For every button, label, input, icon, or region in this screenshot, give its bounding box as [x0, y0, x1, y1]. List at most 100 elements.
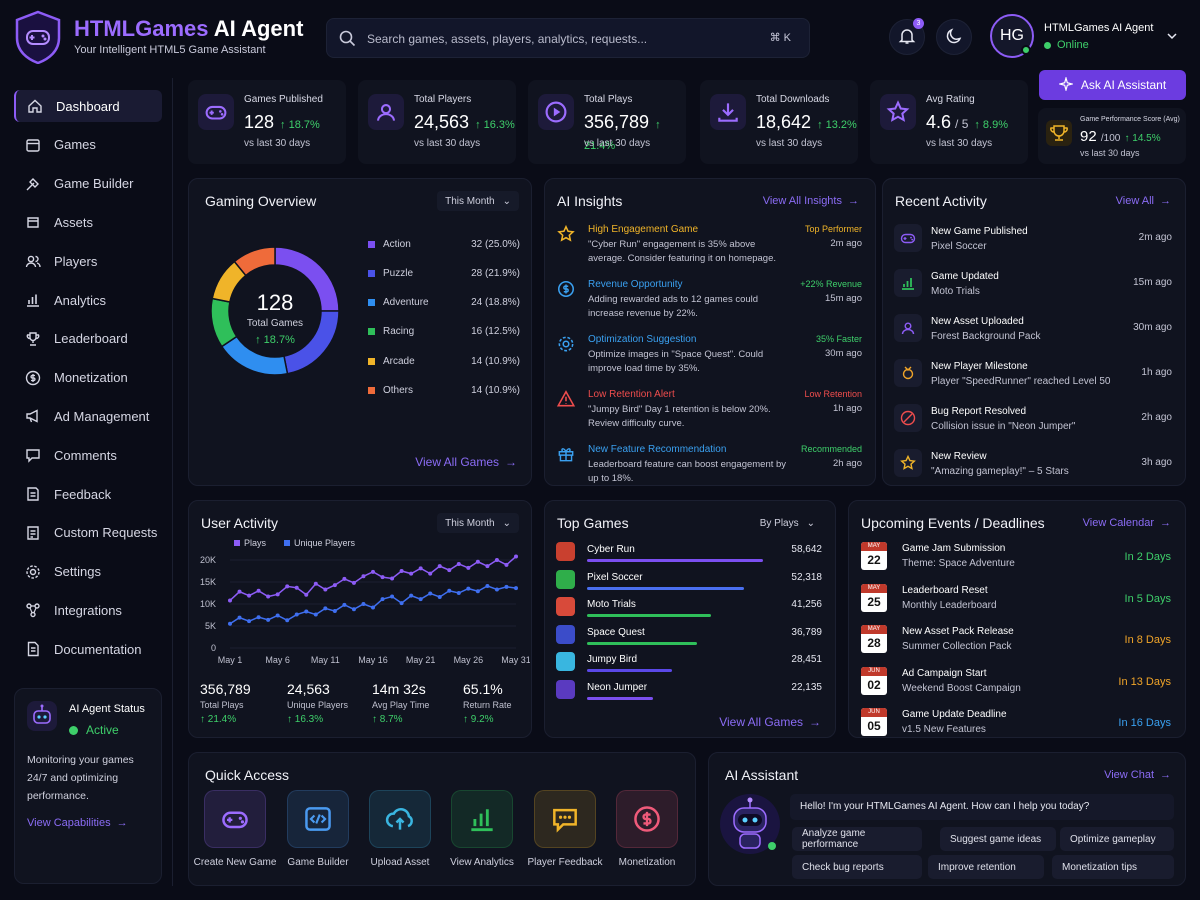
- sidebar-item-ad-management[interactable]: Ad Management: [14, 400, 162, 432]
- sidebar-item-integrations[interactable]: Integrations: [14, 594, 162, 626]
- suggestion-chip[interactable]: Improve retention: [928, 855, 1044, 879]
- activity-time: 3h ago: [1141, 457, 1172, 468]
- insight-item[interactable]: Revenue Opportunity Adding rewarded ads t…: [556, 279, 862, 331]
- suggestion-chip[interactable]: Check bug reports: [792, 855, 922, 879]
- suggestion-chip[interactable]: Optimize gameplay: [1060, 827, 1174, 851]
- view-capabilities-link[interactable]: View Capabilities →: [27, 817, 128, 829]
- quick-access-monetization[interactable]: Monetization: [605, 790, 689, 868]
- data-point: [285, 618, 290, 623]
- insight-time: 1h ago: [832, 403, 862, 414]
- chevron-down-icon[interactable]: [1166, 30, 1178, 45]
- insight-item[interactable]: Optimization Suggestion Optimize images i…: [556, 334, 862, 386]
- series-line-plays: [229, 555, 517, 602]
- gamepad-icon: [198, 94, 234, 130]
- top-game-row[interactable]: Neon Jumper 22,135: [556, 680, 822, 704]
- activity-item[interactable]: Game Updated Moto Trials 15m ago: [894, 269, 1172, 309]
- y-tick-label: 10K: [200, 599, 216, 609]
- view-chat-link[interactable]: View Chat →: [1104, 769, 1171, 781]
- suggestion-chip[interactable]: Suggest game ideas: [940, 827, 1056, 851]
- event-item[interactable]: MAY 28 New Asset Pack Release Summer Collec…: [861, 625, 1171, 657]
- arrow-right-icon: →: [505, 455, 517, 469]
- stat-card[interactable]: Avg Rating 4.6/ 5 ↑ 8.9% vs last 30 days: [870, 80, 1028, 164]
- performance-score-card[interactable]: Game Performance Score (Avg) 92 /100 ↑ 1…: [1038, 108, 1186, 164]
- view-all-insights-link[interactable]: View All Insights →: [762, 195, 859, 207]
- chat-icon: [534, 790, 596, 848]
- quick-access-view-analytics[interactable]: View Analytics: [440, 790, 524, 868]
- sidebar-item-monetization[interactable]: Monetization: [14, 362, 162, 394]
- data-point: [380, 575, 385, 580]
- sidebar-item-games[interactable]: Games: [14, 129, 162, 161]
- sidebar-item-dashboard[interactable]: Dashboard: [14, 90, 162, 122]
- view-all-games-link[interactable]: View All Games →: [415, 455, 517, 469]
- activity-item[interactable]: Bug Report Resolved Collision issue in "N…: [894, 404, 1172, 444]
- quick-access-game-builder[interactable]: Game Builder: [276, 790, 360, 868]
- theme-toggle-button[interactable]: [936, 19, 972, 55]
- sidebar-item-leaderboard[interactable]: Leaderboard: [14, 323, 162, 355]
- event-item[interactable]: JUN 05 Game Update Deadline v1.5 New Featur…: [861, 708, 1171, 740]
- assistant-robot-icon: [718, 790, 782, 856]
- sidebar-item-game-builder[interactable]: Game Builder: [14, 168, 162, 200]
- event-day: 22: [867, 553, 881, 567]
- dollar-icon: [24, 369, 42, 387]
- insight-description: Leaderboard feature can boost engagement…: [588, 459, 787, 484]
- view-calendar-link[interactable]: View Calendar →: [1082, 517, 1171, 529]
- view-all-activity-link[interactable]: View All →: [1115, 195, 1171, 207]
- sidebar-item-documentation[interactable]: Documentation: [14, 633, 162, 665]
- legend-value: 24 (18.8%): [471, 297, 520, 309]
- event-item[interactable]: JUN 02 Ad Campaign Start Weekend Boost Camp…: [861, 666, 1171, 699]
- search-bar[interactable]: Search games, assets, players, analytics…: [326, 18, 810, 58]
- top-game-row[interactable]: Pixel Soccer 52,318: [556, 569, 822, 594]
- donut-slice-others[interactable]: [233, 246, 276, 277]
- data-point: [494, 587, 499, 592]
- activity-item[interactable]: New Asset Uploaded Forest Background Pack…: [894, 314, 1172, 354]
- quick-access-upload-asset[interactable]: Upload Asset: [358, 790, 442, 868]
- top-games-view-all-link[interactable]: View All Games →: [719, 715, 821, 729]
- insight-item[interactable]: High Engagement Game "Cyber Run" engageme…: [556, 224, 862, 276]
- activity-description: Forest Background Pack: [931, 331, 1041, 342]
- event-item[interactable]: MAY 25 Leaderboard Reset Monthly Leaderboar…: [861, 583, 1171, 616]
- quick-access-player-feedback[interactable]: Player Feedback: [523, 790, 607, 868]
- activity-item[interactable]: New Game Published Pixel Soccer 2m ago: [894, 224, 1172, 264]
- data-point: [485, 583, 490, 588]
- suggestion-chip[interactable]: Monetization tips: [1052, 855, 1174, 879]
- avatar[interactable]: HG: [990, 14, 1034, 58]
- overview-period-dropdown[interactable]: This Month ⌄: [437, 191, 519, 211]
- insight-tag: +22% Revenue: [800, 279, 862, 289]
- sidebar-item-analytics[interactable]: Analytics: [14, 284, 162, 316]
- insight-item[interactable]: Low Retention Alert "Jumpy Bird" Day 1 re…: [556, 389, 862, 441]
- chart-icon: [894, 269, 922, 297]
- top-game-row[interactable]: Space Quest 36,789: [556, 624, 822, 649]
- data-point: [237, 589, 242, 594]
- sidebar-item-label: Dashboard: [56, 98, 120, 114]
- top-game-row[interactable]: Jumpy Bird 28,451: [556, 652, 822, 676]
- event-item[interactable]: MAY 22 Game Jam Submission Theme: Space Adv…: [861, 542, 1171, 574]
- warning-icon: [556, 389, 576, 409]
- search-input[interactable]: Search games, assets, players, analytics…: [367, 32, 648, 46]
- stat-card[interactable]: Games Published 128 ↑ 18.7% vs last 30 days: [188, 80, 346, 164]
- user-activity-period-dropdown[interactable]: This Month ⌄: [437, 513, 519, 533]
- stat-card[interactable]: Total Players 24,563 ↑ 16.3% vs last 30 day…: [358, 80, 516, 164]
- analytics-icon: [24, 291, 42, 309]
- event-month: JUN: [861, 666, 887, 676]
- sidebar-item-assets[interactable]: Assets: [14, 206, 162, 238]
- quick-access-create-new-game[interactable]: Create New Game: [193, 790, 277, 868]
- stat-card[interactable]: Total Downloads 18,642 ↑ 13.2% vs last 30 d…: [700, 80, 858, 164]
- sidebar-item-feedback[interactable]: Feedback: [14, 478, 162, 510]
- suggestion-chip[interactable]: Analyze game performance: [792, 827, 922, 851]
- stat-card[interactable]: Total Plays 356,789 ↑ 21.4% vs last 30 days: [528, 80, 686, 164]
- sidebar-item-comments[interactable]: Comments: [14, 439, 162, 471]
- top-game-row[interactable]: Cyber Run 58,642: [556, 542, 822, 566]
- stat-label: Avg Rating: [926, 94, 975, 105]
- sidebar-item-players[interactable]: Players: [14, 245, 162, 277]
- ask-ai-button[interactable]: Ask AI Assistant: [1039, 70, 1186, 100]
- insight-item[interactable]: New Feature Recommendation Leaderboard fe…: [556, 444, 862, 496]
- sidebar-item-settings[interactable]: Settings: [14, 556, 162, 588]
- activity-item[interactable]: New Player Milestone Player "SpeedRunner"…: [894, 359, 1172, 399]
- activity-item[interactable]: New Review "Amazing gameplay!" – 5 Stars 3…: [894, 449, 1172, 489]
- agent-status-title: AI Agent Status: [69, 703, 145, 715]
- sidebar-item-custom-requests[interactable]: Custom Requests: [14, 517, 162, 549]
- top-games-sort-dropdown[interactable]: By Plays ⌄: [759, 517, 815, 529]
- notifications-button[interactable]: [889, 19, 925, 55]
- top-game-row[interactable]: Moto Trials 41,256: [556, 597, 822, 621]
- activity-title: New Asset Uploaded: [931, 316, 1024, 327]
